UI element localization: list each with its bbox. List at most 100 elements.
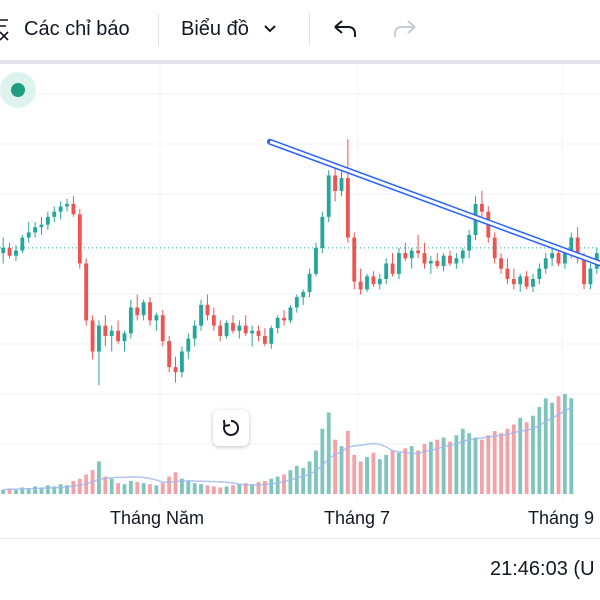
candle-body	[314, 247, 318, 274]
candle-body	[275, 317, 280, 329]
candlestick-chart[interactable]	[0, 64, 600, 544]
candle-body	[352, 237, 357, 282]
candle-body	[428, 260, 433, 264]
volume-bar	[45, 485, 50, 494]
toolbar-divider	[158, 14, 159, 46]
candle-body	[441, 255, 446, 267]
candle-body	[588, 268, 593, 285]
volume-bar	[39, 487, 44, 494]
candle-body	[7, 247, 12, 256]
volume-bar	[199, 484, 203, 494]
candle-body	[237, 325, 242, 331]
chart-tools-icon[interactable]	[0, 0, 16, 58]
candle-body	[250, 330, 255, 334]
time-display[interactable]: 21:46:03 (U	[490, 558, 595, 580]
x-axis-label: Tháng Năm	[110, 508, 205, 528]
volume-bar	[416, 450, 420, 494]
volume-bar	[192, 483, 197, 494]
candle-body	[199, 304, 203, 326]
volume-bar	[58, 484, 63, 494]
candle-body	[326, 175, 331, 217]
undo-icon	[334, 20, 356, 37]
volume-bar	[33, 486, 38, 494]
candle-body	[154, 315, 159, 321]
volume-bar	[103, 476, 108, 494]
market-status-indicator	[0, 72, 36, 108]
candle-body	[180, 351, 184, 373]
candle-body	[448, 255, 452, 264]
volume-bar	[122, 484, 127, 494]
candle-body	[160, 315, 165, 342]
candle-body	[231, 323, 235, 331]
volume-bar	[20, 487, 25, 494]
volume-bar	[97, 461, 101, 494]
candle-body	[103, 325, 108, 336]
candle-body	[480, 203, 484, 212]
candle-body	[550, 253, 555, 259]
candle-body	[390, 263, 395, 274]
candle-body	[409, 250, 414, 259]
volume-bar	[403, 448, 408, 494]
volume-bar	[333, 439, 338, 494]
candle-body	[562, 253, 567, 264]
toolbar-divider	[309, 14, 310, 46]
candle-body	[116, 330, 120, 342]
candle-body	[403, 253, 408, 259]
volume-bar	[71, 480, 76, 494]
candle-body	[65, 203, 69, 207]
candle-body	[173, 367, 178, 373]
candle-body	[90, 320, 95, 352]
redo-icon	[394, 20, 416, 37]
volume-bar	[148, 484, 152, 494]
volume-bar	[167, 476, 172, 494]
volume-bar	[562, 394, 567, 494]
candle-body	[20, 237, 25, 251]
volume-bar	[390, 450, 395, 494]
reset-chart-button[interactable]	[213, 410, 249, 446]
candle-body	[71, 203, 76, 215]
candle-body	[26, 232, 31, 238]
volume-bar	[1, 489, 6, 494]
volume-bar	[141, 483, 146, 494]
volume-bar	[524, 422, 529, 494]
indicators-label: Các chỉ báo	[24, 17, 130, 40]
volume-bar	[237, 484, 242, 494]
candle-body	[505, 268, 510, 279]
candle-body	[39, 224, 44, 228]
candle-body	[205, 304, 210, 316]
candle-body	[575, 237, 580, 259]
candle-body	[543, 258, 548, 269]
volume-bar	[282, 474, 286, 494]
volume-bar	[492, 430, 497, 494]
volume-bar	[109, 478, 114, 494]
volume-bar	[371, 452, 376, 494]
candle-body	[148, 302, 152, 321]
chart-type-dropdown[interactable]: Biểu đồ	[181, 0, 277, 58]
candle-body	[224, 323, 229, 336]
candle-body	[192, 325, 197, 339]
candle-body	[288, 307, 293, 321]
volume-bar	[397, 452, 401, 494]
volume-bar	[128, 480, 133, 494]
volume-bar	[218, 487, 223, 494]
volume-bar	[384, 454, 389, 494]
candle-body	[211, 315, 216, 326]
volume-bar	[454, 435, 459, 494]
candle-body	[307, 273, 312, 292]
volume-bar	[186, 480, 191, 494]
candle-body	[109, 330, 114, 336]
candle-body	[256, 330, 261, 336]
candle-body	[422, 253, 427, 264]
candle-body	[243, 325, 248, 334]
undo-button[interactable]	[332, 0, 358, 58]
volume-bar	[307, 461, 312, 494]
volume-bar	[441, 437, 446, 494]
volume-bar	[262, 480, 267, 494]
candle-body	[582, 258, 586, 285]
volume-bar	[243, 483, 248, 494]
candle-body	[84, 263, 89, 321]
candle-body	[333, 175, 338, 191]
volume-bar	[467, 433, 472, 494]
redo-button[interactable]	[392, 0, 418, 58]
indicators-button[interactable]: Các chỉ báo	[24, 0, 130, 58]
